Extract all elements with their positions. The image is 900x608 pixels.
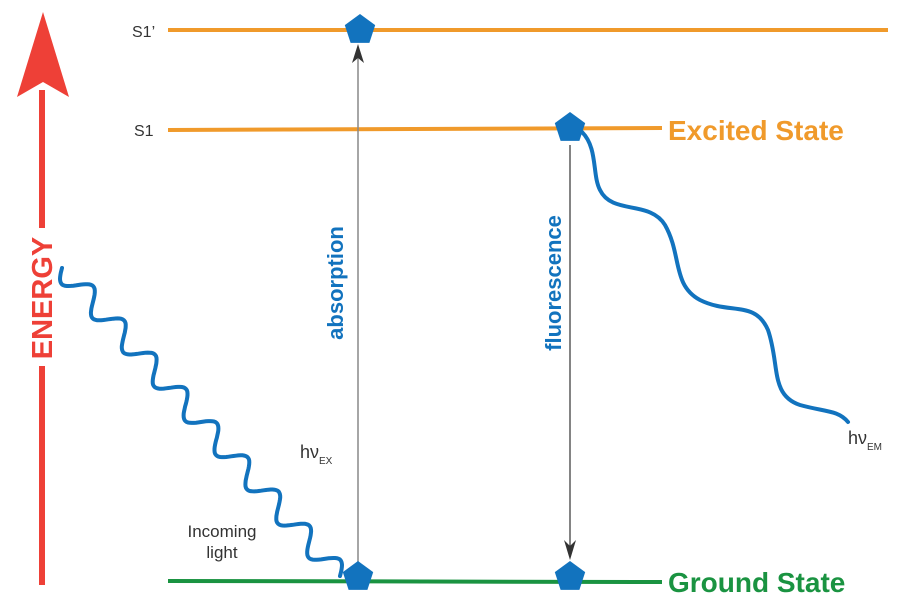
- molecule-s1-pentagon-icon: [554, 112, 586, 141]
- absorption-label: absorption: [323, 226, 348, 340]
- absorption-arrow: [352, 44, 364, 570]
- fluorescence-arrow: [564, 145, 576, 560]
- energy-label: ENERGY: [27, 237, 59, 359]
- excited-state-label: Excited State: [668, 115, 844, 146]
- ground-level: [167, 579, 663, 584]
- excitation-photon-label: hνEX: [300, 442, 333, 467]
- molecule-ground-absorbing-pentagon-icon: [342, 561, 374, 590]
- emission-wave: [580, 130, 850, 424]
- molecule-s1-prime-pentagon-icon: [344, 14, 376, 43]
- s1-level: [167, 126, 663, 132]
- incoming-light-label: Incoming light: [188, 522, 257, 562]
- ground-state-label: Ground State: [668, 567, 845, 598]
- molecule-ground-relaxed-pentagon-icon: [554, 561, 586, 590]
- s1-prime-label: S1’: [132, 24, 155, 41]
- emission-photon-label: hνEM: [848, 428, 882, 453]
- incoming-light-wave: [57, 266, 345, 578]
- fluorescence-label: fluorescence: [541, 215, 566, 351]
- s1-label: S1: [134, 123, 154, 140]
